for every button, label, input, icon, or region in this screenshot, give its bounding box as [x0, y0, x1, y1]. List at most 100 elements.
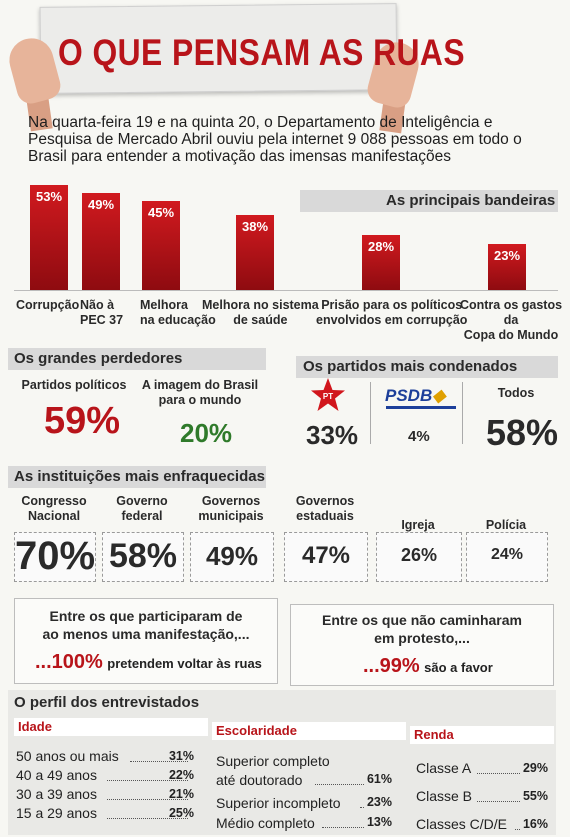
bar-label-3: Melhora no sistema de saúde — [202, 298, 319, 327]
bar-5 — [488, 244, 526, 290]
idade-row-label-0: 50 anos ou mais — [16, 748, 119, 764]
bar-label-4: Prisão para os políticos envolvidos em co… — [316, 298, 468, 327]
instituicao-box-1: 58% — [102, 532, 184, 582]
idade-row-label-3: 15 a 29 anos — [16, 805, 97, 821]
instituicao-value-2: 49% — [205, 541, 259, 571]
pt-star-logo-icon: PT — [311, 378, 345, 411]
escolaridade-row-label-2: Médio completo — [216, 815, 315, 831]
escolaridade-row-dots-2 — [322, 827, 364, 828]
instituicao-box-5: 24% — [466, 532, 548, 582]
bar-2 — [142, 201, 180, 290]
callout-nao-caminharam-value: ...99% — [363, 655, 420, 677]
idade-row-dots-2 — [107, 799, 188, 800]
escolaridade-row-value-1: 23% — [366, 795, 392, 809]
instituicao-label-5: Polícia — [485, 518, 527, 532]
bar-4 — [362, 235, 400, 290]
renda-row-label-1: Classe B — [416, 788, 473, 804]
instituicao-label-2: Governos municipais — [198, 494, 264, 523]
escolaridade-row-dots-1 — [360, 807, 364, 808]
renda-row-dots-0 — [476, 773, 520, 774]
instituicao-label-4: Igreja — [401, 518, 435, 532]
idade-row-dots-3 — [107, 818, 188, 819]
perdedores-value-imagem: 20% — [180, 418, 233, 448]
idade-row-dots-0 — [130, 761, 188, 762]
callout-participaram-suffix: pretendem voltar às ruas — [107, 656, 262, 671]
callout-participaram-text: Entre os que participaram de ao menos uma… — [42, 608, 250, 642]
callout-nao-caminharam-result: ...99% são a favor — [363, 655, 493, 678]
bar-0 — [30, 185, 68, 290]
bar-value-4: 28% — [367, 239, 395, 254]
chart-baseline — [14, 290, 558, 291]
callout-nao-caminharam-suffix: são a favor — [424, 660, 493, 675]
instituicao-box-4: 26% — [376, 532, 462, 582]
perfil-heading: O perfil dos entrevistados — [14, 694, 200, 711]
instituicao-label-1: Governo federal — [116, 494, 168, 523]
instituicao-value-1: 58% — [108, 537, 178, 575]
renda-row-label-2: Classes C/D/E — [416, 816, 508, 832]
callout-participaram: Entre os que participaram de ao menos uma… — [14, 598, 278, 684]
idade-row-value-2: 21% — [168, 787, 194, 801]
bar-label-0: Corrupção — [16, 298, 80, 312]
idade-row-value-3: 25% — [168, 806, 194, 820]
partidos-value-pt: 33% — [306, 420, 359, 450]
perdedores-value-partidos: 59% — [44, 400, 121, 442]
idade-row-label-1: 40 a 49 anos — [16, 767, 97, 783]
instituicoes-row: Congresso Nacional 70% Governo federal 58% Gov… — [14, 494, 548, 582]
idade-heading: Idade — [14, 718, 208, 736]
instituicao-value-4: 26% — [400, 545, 438, 565]
renda-row-value-0: 29% — [522, 761, 548, 775]
bar-value-0: 53% — [35, 189, 63, 204]
pt-logo-text: PT — [323, 392, 333, 401]
bar-label-2: Melhora na educação — [140, 298, 216, 327]
instituicoes-heading: As instituições mais enfraquecidas — [14, 468, 265, 485]
partidos-header-bar — [296, 356, 558, 378]
instituicoes-header-bar — [8, 466, 266, 488]
idade-row-label-2: 30 a 39 anos — [16, 786, 97, 802]
instituicao-label-3: Governos estaduais — [295, 494, 355, 523]
renda-row-dots-1 — [476, 801, 520, 802]
perdedores-heading: Os grandes perdedores — [14, 350, 183, 367]
renda-row-label-0: Classe A — [416, 760, 472, 776]
escolaridade-row-value-2: 13% — [366, 815, 392, 829]
instituicao-box-3: 47% — [284, 532, 368, 582]
escolaridade-heading: Escolaridade — [212, 722, 406, 740]
idade-row-dots-1 — [107, 780, 188, 781]
instituicao-box-2: 49% — [190, 532, 274, 582]
perfil-panel — [8, 690, 556, 835]
instituicao-box-0: 70% — [14, 532, 96, 582]
bandeiras-heading: As principais bandeiras — [386, 192, 556, 209]
renda-row-value-2: 16% — [522, 817, 548, 831]
idade-row-value-0: 31% — [168, 749, 194, 763]
callout-participaram-result: ...100% pretendem voltar às ruas — [35, 651, 262, 674]
bar-value-2: 45% — [147, 205, 175, 220]
escolaridade-row-dots-0 — [314, 784, 364, 785]
partidos-value-psdb: 4% — [408, 428, 430, 445]
renda-heading: Renda — [410, 726, 554, 744]
bar-1 — [82, 193, 120, 290]
bandeiras-chart: 53% Corrupção 49% Não à PEC 37 45% Melhora na e… — [0, 0, 570, 345]
callout-nao-caminharam: Entre os que não caminharam em protesto,.… — [290, 604, 554, 686]
perdedores-header-bar — [8, 348, 266, 370]
instituicao-label-0: Congresso Nacional — [21, 494, 87, 523]
bar-value-5: 23% — [493, 248, 521, 263]
perdedores-label-partidos: Partidos políticos — [21, 378, 127, 392]
partidos-label-todos: Todos — [497, 386, 535, 400]
partidos-value-todos: 58% — [486, 412, 559, 453]
callout-participaram-value: ...100% — [35, 651, 103, 673]
instituicao-value-5: 24% — [490, 546, 524, 563]
partidos-divider-2 — [462, 382, 463, 444]
idade-row-value-1: 22% — [168, 768, 194, 782]
callout-nao-caminharam-text: Entre os que não caminharam em protesto,.… — [322, 612, 522, 646]
perdedores-label-imagem: A imagem do Brasil para o mundo — [141, 378, 259, 407]
bandeiras-header-bar — [300, 190, 558, 212]
instituicao-value-3: 47% — [301, 542, 351, 569]
bar-label-1: Não à PEC 37 — [80, 298, 124, 327]
renda-row-value-1: 55% — [522, 789, 548, 803]
psdb-logo-icon: PSDB◆ — [385, 386, 446, 405]
bar-3 — [236, 215, 274, 290]
bar-value-1: 49% — [87, 197, 115, 212]
escolaridade-row-label-0: Superior completo até doutorado — [216, 753, 330, 788]
page-title: O QUE PENSAM AS RUAS — [58, 32, 465, 73]
intro-text: Na quarta-feira 19 e na quinta 20, o Dep… — [28, 114, 522, 165]
